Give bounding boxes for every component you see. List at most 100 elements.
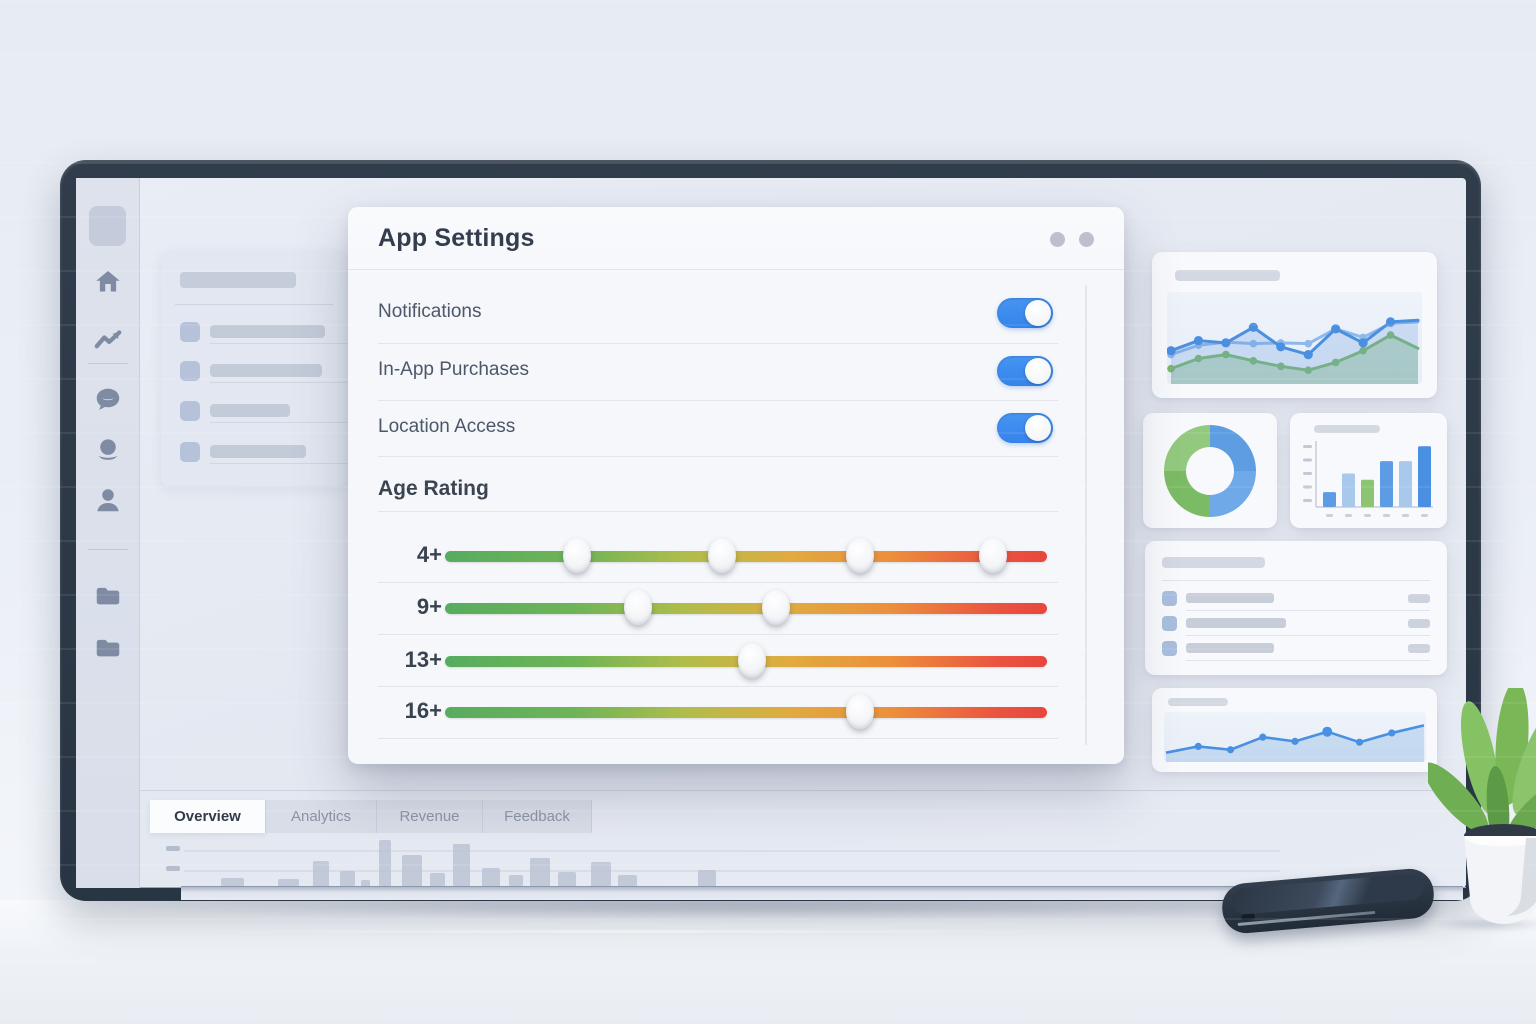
placeholder-text-bar — [1186, 643, 1274, 653]
slider-handle[interactable] — [978, 538, 1007, 573]
age-rating-slider-track[interactable] — [445, 694, 1047, 729]
slider-handle[interactable] — [846, 694, 875, 729]
row-divider — [378, 738, 1058, 739]
app-logo[interactable] — [89, 206, 126, 246]
placeholder-text-bar — [1186, 593, 1274, 603]
window-dot-icon[interactable] — [1079, 232, 1094, 247]
list-item — [180, 442, 355, 464]
age-rating-label: 9+ — [416, 594, 442, 619]
trend-icon[interactable] — [93, 325, 123, 355]
toggle-knob — [1025, 300, 1051, 326]
placeholder-text-bar — [210, 325, 325, 338]
area-chart — [1165, 724, 1425, 762]
list-item-icon — [180, 401, 200, 421]
tab-revenue[interactable]: Revenue — [377, 800, 483, 833]
line-chart-card[interactable] — [1152, 252, 1437, 398]
list-item-icon — [180, 442, 200, 462]
window-dot-icon[interactable] — [1050, 232, 1065, 247]
tab-analytics[interactable]: Analytics — [266, 800, 377, 833]
placeholder-title-bar — [1162, 557, 1265, 568]
bar-chart — [1303, 441, 1433, 517]
toggle-switch[interactable] — [997, 356, 1053, 386]
slider-handle[interactable] — [623, 590, 652, 625]
plant-leaves — [1428, 688, 1536, 850]
tab-overview[interactable]: Overview — [150, 800, 266, 833]
list-item-icon — [180, 322, 200, 342]
sidebar-divider — [88, 363, 128, 364]
app-settings-window: App Settings Notifications In-App Purchas… — [348, 207, 1124, 764]
vertical-divider — [1085, 285, 1087, 745]
divider — [1186, 635, 1430, 636]
age-rating-label: 4+ — [416, 542, 442, 567]
sidebar — [76, 178, 140, 888]
row-divider — [378, 634, 1058, 635]
plant-pot — [1464, 836, 1536, 924]
slider-handle[interactable] — [563, 538, 592, 573]
toggle-switch[interactable] — [997, 413, 1053, 443]
slider-handle[interactable] — [846, 538, 875, 573]
age-rating-label: 13+ — [404, 647, 442, 672]
divider — [1186, 610, 1430, 611]
divider — [210, 382, 355, 383]
list-item — [180, 322, 355, 344]
chat-icon[interactable] — [93, 385, 123, 415]
placeholder-title-bar — [180, 272, 296, 288]
age-rating-slider-track[interactable] — [445, 590, 1047, 625]
age-rating-slider-track[interactable] — [445, 643, 1047, 678]
placeholder-value-bar — [1408, 644, 1430, 653]
toggle-knob — [1025, 415, 1051, 441]
slider-handle[interactable] — [762, 590, 791, 625]
donut-chart-card[interactable] — [1143, 413, 1277, 528]
list-item-icon — [1162, 641, 1177, 656]
divider — [210, 343, 355, 344]
row-divider — [378, 511, 1058, 512]
list-widget-card[interactable] — [1145, 541, 1447, 675]
divider — [210, 463, 355, 464]
toggle-knob — [1025, 358, 1051, 384]
section-title: Age Rating — [378, 477, 489, 500]
placeholder-title-bar — [1175, 270, 1280, 281]
donut-chart — [1164, 425, 1256, 517]
folder-alt-icon[interactable] — [93, 633, 123, 663]
placeholder-text-bar — [210, 404, 290, 417]
area-chart-card[interactable] — [1152, 688, 1437, 772]
setting-label: Location Access — [378, 416, 516, 437]
toggle-switch[interactable] — [997, 298, 1053, 328]
age-rating-label: 16+ — [404, 698, 442, 723]
list-item-icon — [1162, 591, 1177, 606]
folder-icon[interactable] — [93, 581, 123, 611]
desk-glare — [180, 930, 1080, 933]
list-item[interactable] — [1162, 641, 1430, 663]
placeholder-text-bar — [1186, 618, 1286, 628]
placeholder-value-bar — [1408, 594, 1430, 603]
age-rating-slider-track[interactable] — [445, 538, 1047, 573]
row-divider — [378, 686, 1058, 687]
list-item[interactable] — [1162, 616, 1430, 638]
divider — [1162, 580, 1430, 581]
user-icon[interactable] — [93, 485, 123, 515]
tab-feedback[interactable]: Feedback — [483, 800, 592, 833]
placeholder-title-bar — [1168, 698, 1228, 706]
list-item-icon — [1162, 616, 1177, 631]
list-item[interactable] — [1162, 591, 1430, 613]
setting-label: In-App Purchases — [378, 359, 530, 380]
line-chart — [1167, 317, 1420, 384]
list-item — [180, 361, 355, 383]
setting-label: Notifications — [378, 301, 482, 322]
plant — [1428, 688, 1536, 924]
divider — [1186, 660, 1430, 661]
tab-section-divider — [140, 790, 1466, 791]
slider-handle[interactable] — [707, 538, 736, 573]
placeholder-title-bar — [1314, 425, 1380, 433]
support-icon[interactable] — [93, 434, 123, 464]
slider-handle[interactable] — [738, 643, 767, 678]
window-title: App Settings — [378, 224, 535, 252]
bezel-glare — [181, 886, 1463, 900]
home-icon[interactable] — [93, 267, 123, 297]
list-item — [180, 401, 355, 423]
bar-chart-card[interactable] — [1290, 413, 1447, 528]
row-divider — [378, 456, 1058, 457]
background-histogram — [166, 840, 1280, 888]
placeholder-value-bar — [1408, 619, 1430, 628]
